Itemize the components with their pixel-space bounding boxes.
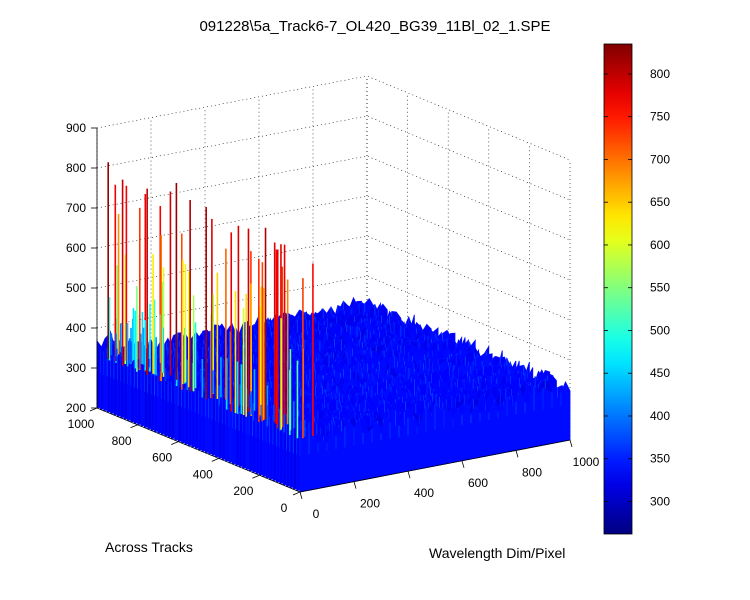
colorbar-tick-label: 550 xyxy=(650,281,670,295)
y-tick-label: 400 xyxy=(193,467,213,481)
x-tick xyxy=(569,439,573,448)
y-tick xyxy=(130,424,138,429)
y-tick-label: 800 xyxy=(112,434,132,448)
y-tick xyxy=(292,491,301,496)
x-tick-label: 0 xyxy=(313,507,320,521)
colorbar: 300 350 400 450 500 550 600 650 700 750 800 xyxy=(603,43,670,535)
colorbar-tick-label: 500 xyxy=(650,323,670,337)
x-tick-label: 200 xyxy=(360,497,380,511)
x-tick-label: 1000 xyxy=(573,455,600,469)
y-tick-label: 1000 xyxy=(68,417,95,431)
chart-title: 091228\5a_Track6-7_OL420_BG39_11Bl_02_1.… xyxy=(199,18,551,35)
y-tick xyxy=(252,474,260,479)
z-tick-label: 200 xyxy=(66,401,86,415)
y-tick xyxy=(211,458,219,462)
x-tick xyxy=(515,450,519,458)
colorbar-tick-label: 300 xyxy=(650,495,670,509)
colorbar-tick-label: 400 xyxy=(650,409,670,423)
x-tick-label: 600 xyxy=(468,476,488,490)
y-axis-line xyxy=(96,407,301,493)
y-tick-label: 600 xyxy=(152,451,172,465)
colorbar-tick-label: 800 xyxy=(650,67,670,81)
colorbar-tick-label: 700 xyxy=(650,152,670,166)
colorbar-tick-label: 450 xyxy=(650,366,670,380)
x-tick xyxy=(407,471,411,479)
x-tick xyxy=(461,460,465,468)
z-tick-label: 600 xyxy=(66,241,86,255)
z-tick-label: 900 xyxy=(66,121,86,135)
colorbar-gradient xyxy=(603,43,633,535)
colorbar-tick-label: 350 xyxy=(650,452,670,466)
colorbar-tick-label: 600 xyxy=(650,238,670,252)
y-tick-label: 0 xyxy=(281,501,288,515)
y-tick xyxy=(171,441,179,445)
grid-line-z xyxy=(96,195,571,281)
z-tick-label: 700 xyxy=(66,201,86,215)
surface-strip xyxy=(299,380,571,493)
y-tick xyxy=(89,407,98,412)
x-tick-label: 400 xyxy=(414,486,434,500)
z-tick-label: 400 xyxy=(66,321,86,335)
z-tick-label: 500 xyxy=(66,281,86,295)
y-axis-label: Across Tracks xyxy=(105,539,193,555)
z-tick-label: 800 xyxy=(66,161,86,175)
x-tick xyxy=(353,481,357,489)
grid-line-z xyxy=(96,75,571,161)
colorbar-tick-label: 750 xyxy=(650,110,670,124)
edge-spikes xyxy=(107,162,314,439)
axes-box xyxy=(96,128,571,493)
x-tick-label: 800 xyxy=(522,465,542,479)
z-tick-label: 300 xyxy=(66,361,86,375)
tick-labels: 0 200 400 600 800 1000 0 200 400 600 800 1000 200 300… xyxy=(66,121,600,521)
x-axis-label: Wavelength Dim/Pixel xyxy=(429,545,566,561)
grid-line-z xyxy=(96,115,571,201)
x-tick xyxy=(299,491,303,500)
x-axis-line xyxy=(299,439,571,493)
grid-line-z xyxy=(96,155,571,241)
y-tick-label: 200 xyxy=(233,484,253,498)
grid-line-z xyxy=(96,235,571,321)
colorbar-tick-label: 650 xyxy=(650,195,670,209)
